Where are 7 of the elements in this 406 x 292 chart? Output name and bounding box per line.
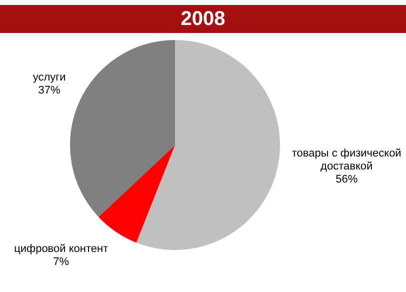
data-label: 7% [53,256,70,268]
slice-label: услуги [32,71,66,84]
data-label: 37% [38,84,61,96]
slice-label: цифровой контент [14,242,108,255]
data-label: 56% [336,173,358,186]
chart-title: 2008 [0,5,406,33]
slice-label: товары с физической доставкой [292,147,402,172]
